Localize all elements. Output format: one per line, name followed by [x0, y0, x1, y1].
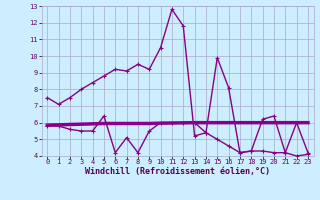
X-axis label: Windchill (Refroidissement éolien,°C): Windchill (Refroidissement éolien,°C) [85, 167, 270, 176]
